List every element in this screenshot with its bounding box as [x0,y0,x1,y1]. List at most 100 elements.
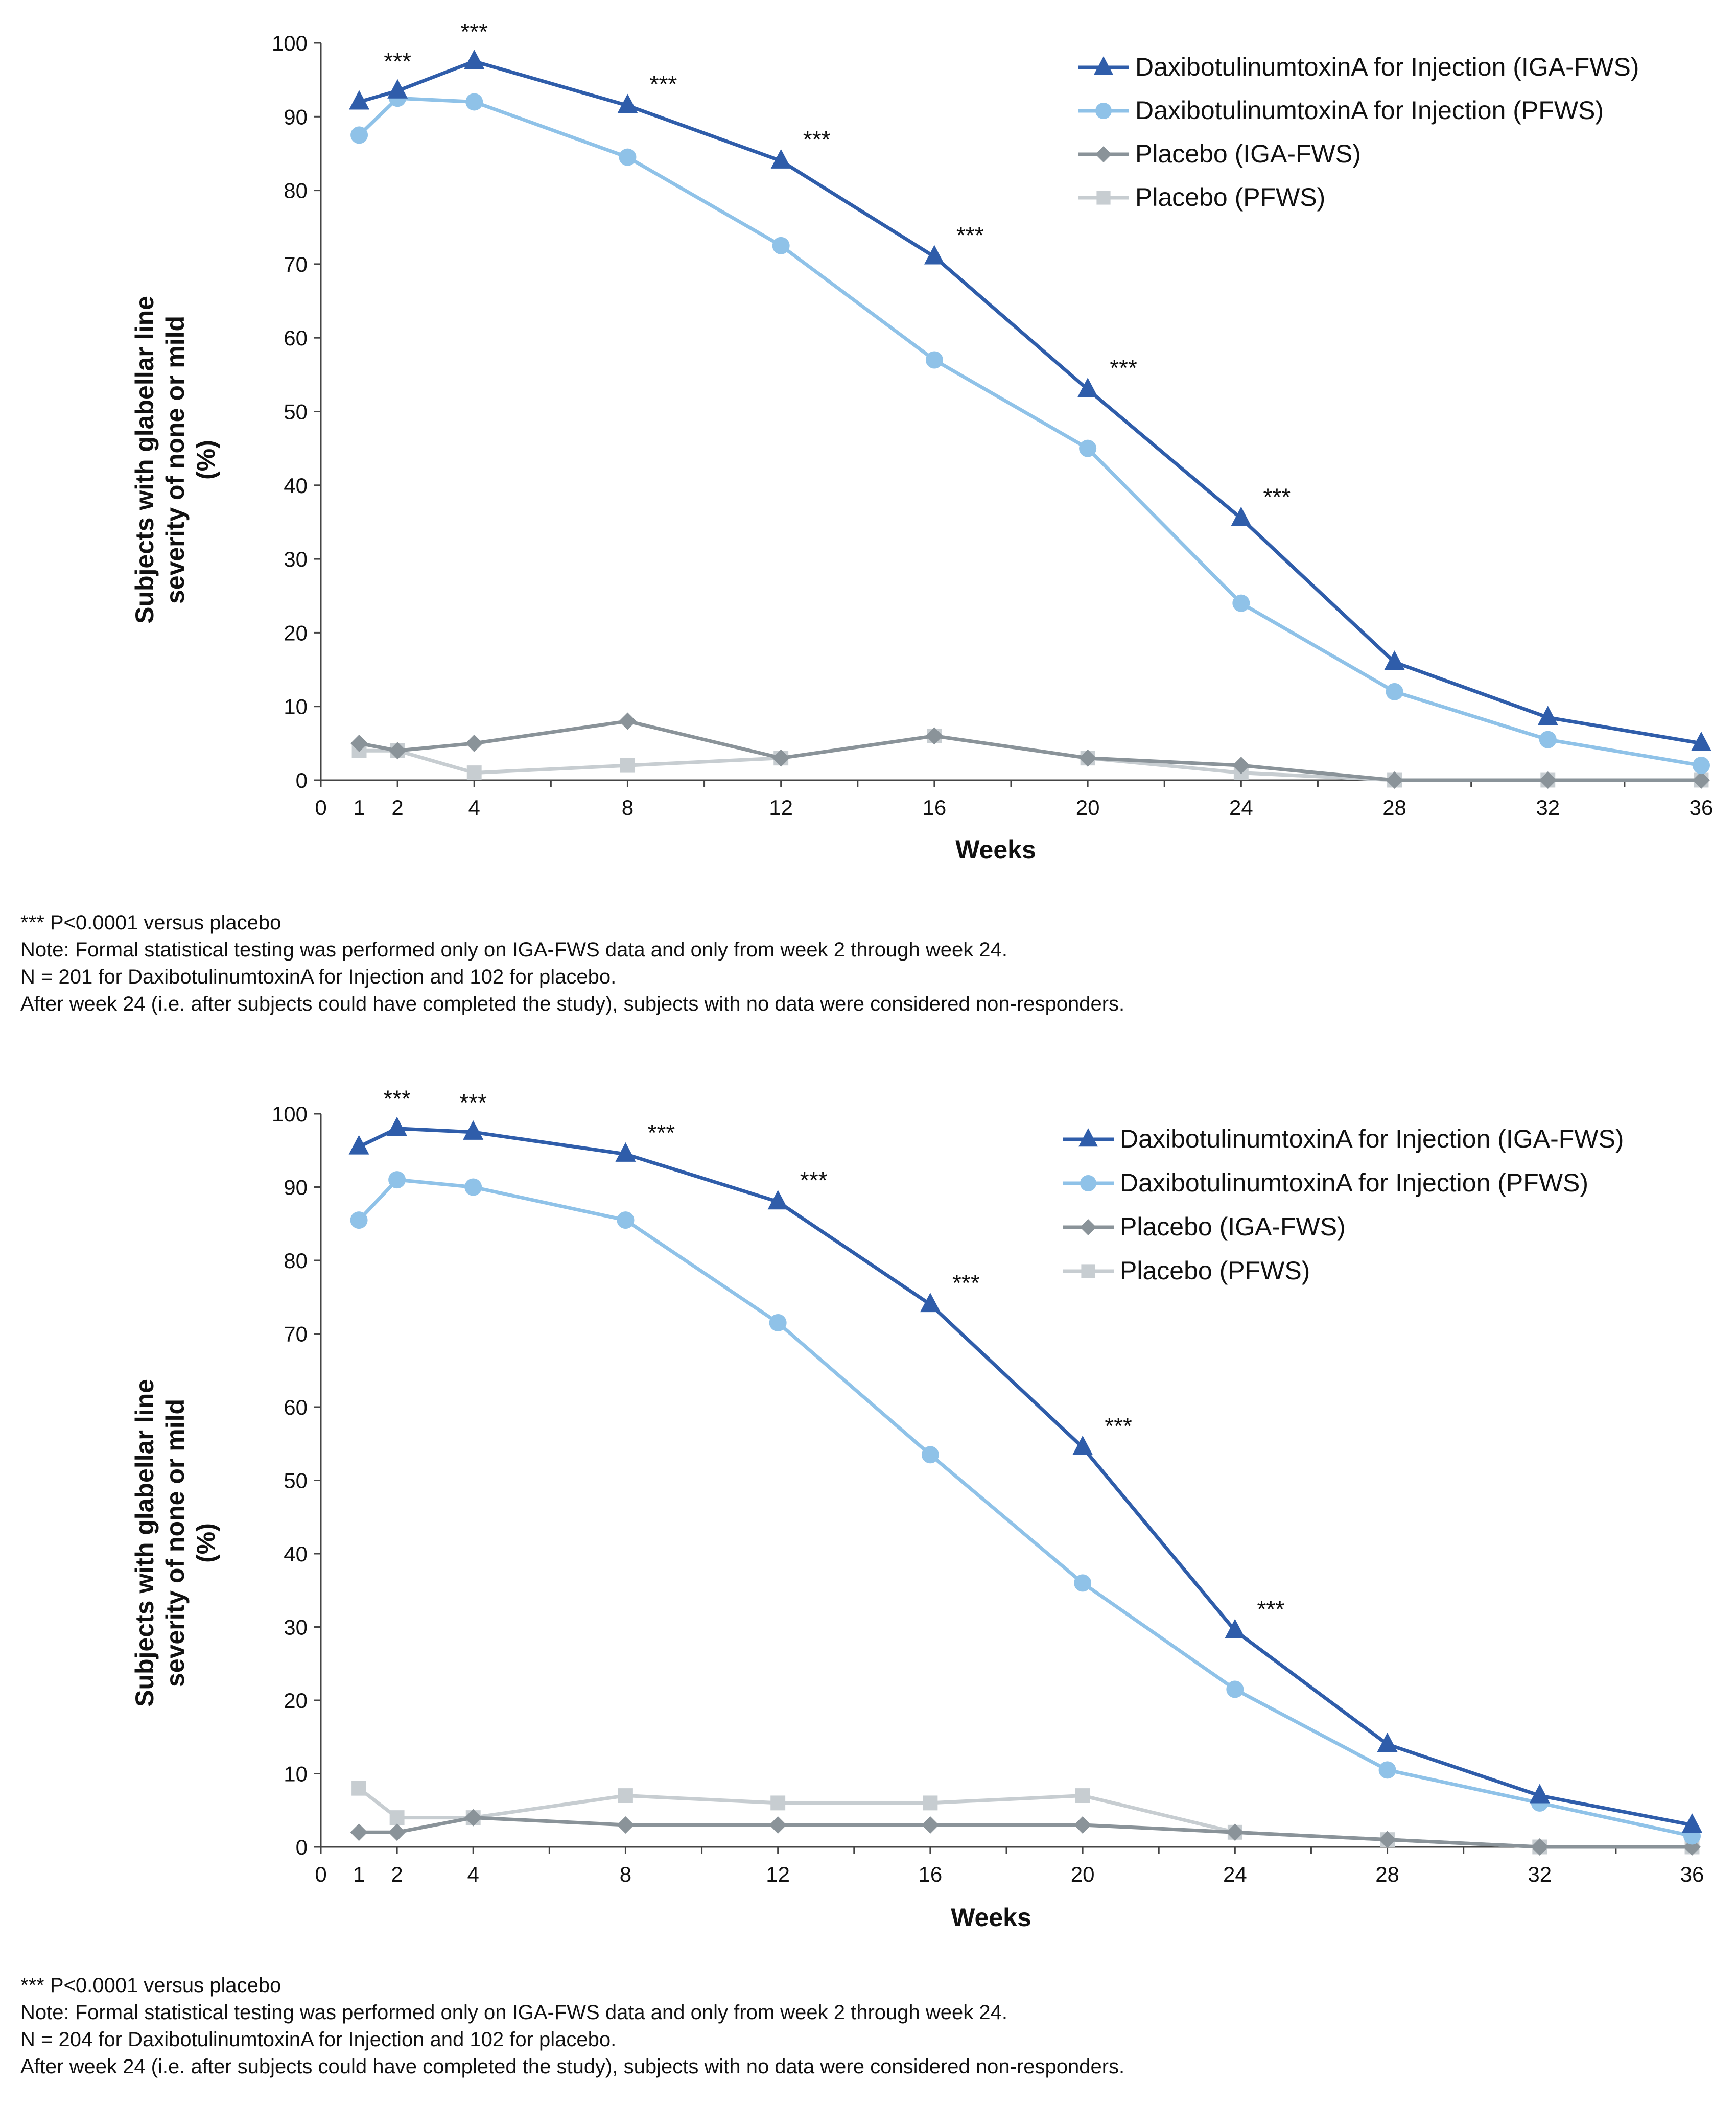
series-line [358,96,1702,767]
data-point [464,1178,482,1196]
data-point [349,90,370,110]
series-1 [350,89,1710,775]
significance-annotation: *** [1257,1596,1284,1623]
series-line [358,1178,1693,1838]
x-tick-label: 32 [1528,1862,1552,1886]
data-point [925,727,943,745]
significance-annotation: *** [1105,1413,1132,1439]
data-point [389,1810,405,1825]
significance-annotation: *** [460,18,488,45]
data-point [1386,683,1403,700]
legend-entry: DaxibotulinumtoxinA for Injection (PFWS) [1063,1168,1588,1197]
x-tick-label: 20 [1071,1862,1095,1886]
y-axis-label-line: (%) [192,1523,220,1563]
data-point [1531,1838,1549,1856]
legend-entry: Placebo (IGA-FWS) [1078,139,1361,168]
y-tick-label: 10 [284,695,308,719]
series-0 [349,50,1711,751]
significance-annotation: *** [648,1119,675,1146]
significance-annotation: *** [803,126,831,153]
x-tick-label: 32 [1536,795,1560,820]
y-axis-label: Subjects with glabellar line severity of … [130,296,220,624]
note-line: Note: Formal statistical testing was per… [20,2001,1007,2024]
data-point [464,1809,482,1827]
data-point [1691,731,1711,751]
data-point [1377,1733,1398,1752]
series-2 [350,1809,1701,1856]
note-line: Note: Formal statistical testing was per… [20,939,1007,961]
x-tick-label: 8 [622,795,634,820]
data-point [1529,1784,1550,1804]
series-line [359,719,1701,782]
data-point [769,1314,787,1331]
series-1 [350,1171,1701,1845]
x-tick-label: 28 [1375,1862,1399,1886]
legend-marker [1081,1264,1095,1278]
y-tick-label: 100 [272,31,308,55]
x-axis-label: Weeks [955,835,1036,864]
data-point [350,126,368,144]
data-point [1079,749,1097,767]
x-tick-label: 36 [1690,795,1714,820]
significance-annotation: *** [650,71,677,98]
data-point [770,149,791,169]
data-point [617,93,638,113]
note-line: N = 204 for DaxibotulinumtoxinA for Inje… [20,2028,617,2051]
significance-annotation: *** [1110,355,1137,381]
data-point [1074,1816,1092,1834]
legend-label: Placebo (IGA-FWS) [1120,1212,1346,1241]
significance-annotation: *** [1263,484,1291,510]
series-line [358,1787,1692,1849]
data-point [767,1190,788,1210]
data-point [388,1171,406,1189]
data-point [387,1116,408,1136]
legend-label: Placebo (PFWS) [1135,183,1325,212]
y-tick-label: 90 [284,1176,308,1200]
data-point [465,93,483,111]
x-tick-label: 2 [391,1862,403,1886]
significance-annotation: *** [952,1270,980,1296]
data-point [769,1816,787,1834]
data-point [772,749,790,767]
data-point [1539,771,1557,789]
legend-entry: Placebo (PFWS) [1078,183,1325,212]
data-point [1226,1823,1244,1841]
data-point [463,1120,484,1140]
y-tick-label: 90 [284,105,308,129]
y-axis-label-line: severity of none or mild [161,1399,190,1687]
y-tick-label: 100 [272,1102,308,1126]
data-point [923,1795,938,1811]
y-tick-label: 80 [284,179,308,203]
x-tick-label: 16 [919,1862,943,1886]
data-point [618,1788,633,1803]
y-tick-label: 50 [284,1469,308,1493]
x-tick-label: 24 [1229,795,1253,820]
legend-label: DaxibotulinumtoxinA for Injection (PFWS) [1120,1168,1588,1197]
data-point [1378,1761,1396,1779]
series-2 [350,712,1710,789]
series-line [359,734,1701,782]
data-point [389,742,407,760]
legend-marker [1095,146,1112,162]
series-line [358,1127,1693,1827]
series-line [359,59,1702,745]
data-point [350,1823,368,1841]
data-point [1232,594,1250,612]
significance-annotation: *** [956,222,984,248]
y-axis-label-line: Subjects with glabellar line [130,1379,159,1707]
legend-entry: DaxibotulinumtoxinA for Injection (PFWS) [1078,96,1604,125]
legend-marker [1078,1128,1098,1147]
data-point [1378,1831,1396,1848]
data-point [351,1781,367,1796]
y-tick-label: 40 [284,474,308,498]
legend-entry: DaxibotulinumtoxinA for Injection (IGA-F… [1078,53,1639,81]
data-point [619,148,637,166]
data-point [465,734,483,752]
data-point [770,1795,786,1811]
data-point [1384,650,1405,670]
y-axis-label-line: (%) [192,440,220,480]
chart-panel-2: 0 10 20 30 40 50 60 70 80 90 100 0 1 2 4 8 12 16 20 24 28 32 3… [0,1063,1736,2107]
data-point [925,351,943,369]
note-line: After week 24 (i.e. after subjects could… [20,993,1125,1015]
